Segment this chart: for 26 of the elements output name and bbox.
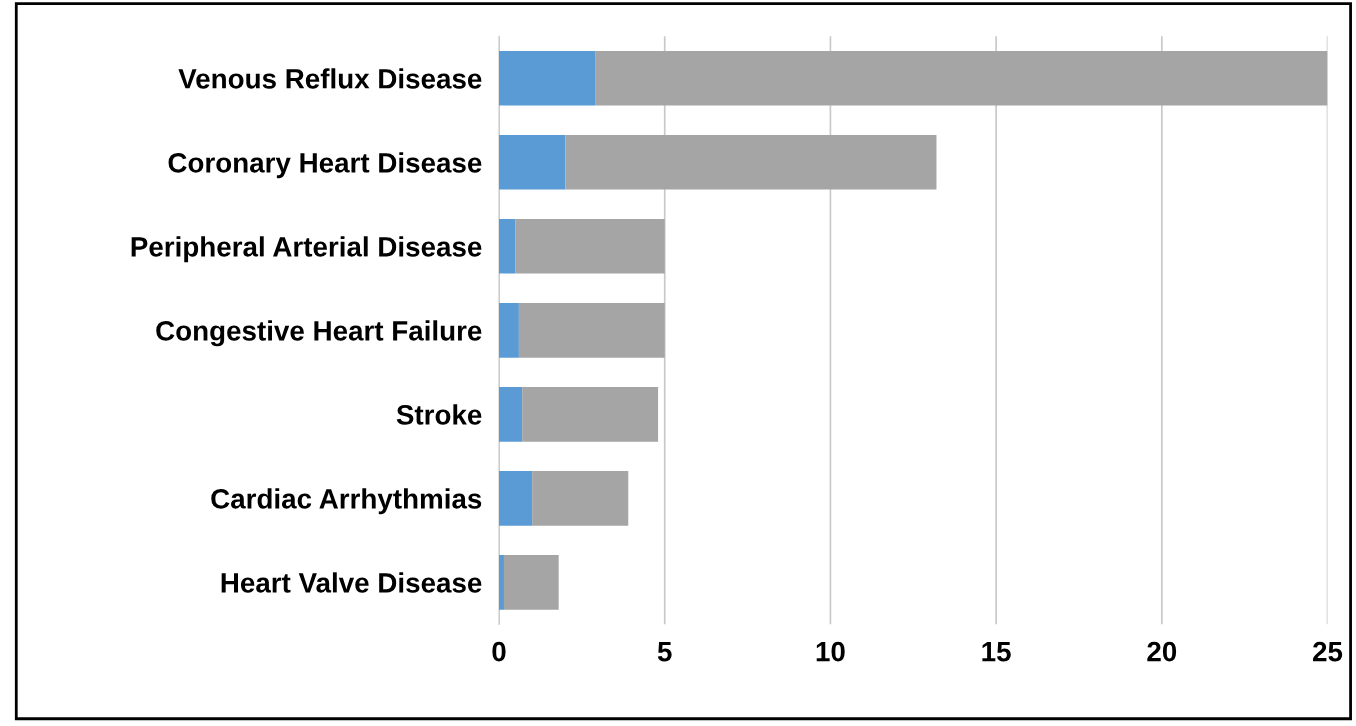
y-tick-label: Venous Reflux Disease [178,68,482,89]
x-tick-label: 0 [492,641,506,662]
y-tick-label: Peripheral Arterial Disease [131,236,482,263]
bar [522,387,659,442]
bar [499,303,519,358]
x-tick-label: 10 [816,641,845,662]
y-tick-label: Stroke [396,404,482,425]
bar [499,219,516,274]
bar [595,51,1328,106]
x-tick-label: 20 [1147,641,1177,662]
x-tick-label: 15 [982,642,1011,662]
bar [532,471,629,526]
bar [565,135,937,190]
x-tick-label: 25 [1313,641,1343,662]
y-tick-label: Congestive Heart Failure [156,320,482,347]
bar [499,135,566,190]
y-tick-label: Cardiac Arrhythmias [211,488,482,515]
bar [518,303,665,358]
bar [503,555,559,610]
bar [499,471,533,526]
bar [499,51,596,106]
y-tick-label: Coronary Heart Disease [168,152,482,179]
y-tick-label: Heart Valve Disease [221,572,482,593]
bar [515,219,665,274]
bar [499,387,523,442]
x-tick-label: 5 [657,642,672,662]
